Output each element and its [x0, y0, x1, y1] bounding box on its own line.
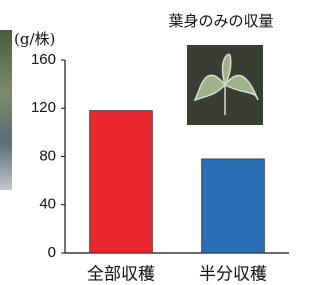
y-tick-label: 160	[31, 51, 56, 68]
y-tick-label: 0	[48, 244, 56, 261]
bar	[202, 159, 265, 253]
chart: (g/株) 葉身のみの収量 0 40 80 120 160 全部収穫 半分収穫	[0, 0, 289, 285]
leaf-photo	[187, 45, 263, 125]
y-tick-label: 120	[31, 99, 56, 116]
x-tick-label: 半分収穫	[199, 265, 267, 285]
y-tick-label: 80	[39, 147, 56, 164]
bar	[90, 111, 153, 253]
photo-strip	[0, 30, 12, 190]
annotation: 葉身のみの収量	[168, 12, 273, 30]
y-tick-label: 40	[39, 196, 56, 213]
y-axis-label: (g/株)	[14, 30, 55, 48]
x-tick-label: 全部収穫	[87, 265, 155, 285]
page: (g/株) 葉身のみの収量 04080120160全部収穫半分収穫 (() =>…	[0, 0, 320, 285]
